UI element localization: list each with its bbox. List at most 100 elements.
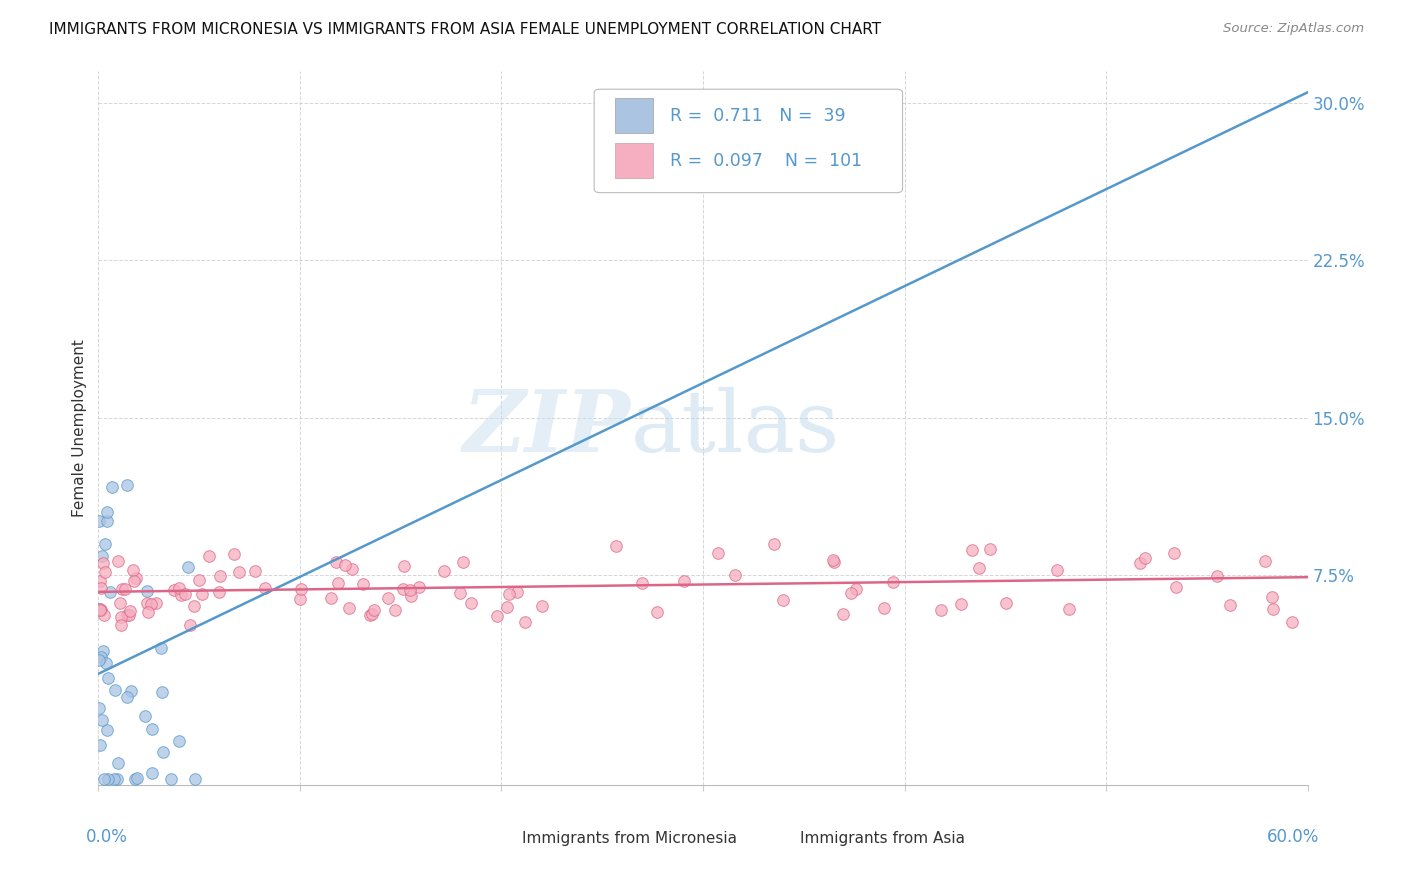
Point bbox=[1129, 557, 1152, 571]
Text: ZIP: ZIP bbox=[463, 386, 630, 470]
Point bbox=[150, 684, 173, 698]
Point bbox=[110, 610, 132, 624]
Point bbox=[90, 549, 112, 564]
Point bbox=[979, 541, 1001, 556]
Point bbox=[90, 603, 112, 617]
Point bbox=[513, 615, 536, 630]
Point bbox=[93, 607, 115, 622]
Point bbox=[118, 604, 141, 618]
Point bbox=[339, 601, 361, 615]
Point bbox=[486, 609, 509, 624]
FancyBboxPatch shape bbox=[758, 825, 792, 852]
Point bbox=[325, 555, 347, 569]
Point bbox=[929, 603, 952, 617]
Point bbox=[107, 554, 129, 568]
Point bbox=[384, 603, 406, 617]
Point bbox=[823, 555, 845, 569]
Point bbox=[1219, 598, 1241, 612]
Point bbox=[994, 596, 1017, 610]
Point bbox=[141, 766, 163, 780]
Text: 0.0%: 0.0% bbox=[86, 828, 128, 846]
Point bbox=[967, 560, 990, 574]
Point bbox=[1263, 602, 1285, 616]
Text: IMMIGRANTS FROM MICRONESIA VS IMMIGRANTS FROM ASIA FEMALE UNEMPLOYMENT CORRELATI: IMMIGRANTS FROM MICRONESIA VS IMMIGRANTS… bbox=[49, 22, 882, 37]
Point bbox=[882, 574, 904, 589]
Point bbox=[222, 547, 245, 561]
Point bbox=[290, 582, 312, 596]
Point bbox=[363, 603, 385, 617]
Point bbox=[832, 607, 855, 621]
Point bbox=[125, 571, 148, 585]
Y-axis label: Female Unemployment: Female Unemployment bbox=[72, 339, 87, 517]
Point bbox=[1163, 546, 1185, 560]
Point bbox=[1205, 569, 1227, 583]
Point bbox=[408, 580, 430, 594]
Point bbox=[352, 577, 374, 591]
Point bbox=[328, 576, 350, 591]
Point bbox=[723, 568, 745, 582]
Point bbox=[136, 606, 159, 620]
Point bbox=[107, 756, 129, 770]
Point bbox=[98, 585, 121, 599]
Point bbox=[772, 592, 794, 607]
Point bbox=[145, 596, 167, 610]
Point bbox=[139, 597, 162, 611]
Point bbox=[110, 618, 132, 632]
Point bbox=[96, 504, 118, 518]
Point bbox=[183, 599, 205, 613]
Point bbox=[97, 772, 120, 786]
Text: R =  0.711   N =  39: R = 0.711 N = 39 bbox=[671, 107, 846, 125]
Point bbox=[121, 563, 143, 577]
FancyBboxPatch shape bbox=[614, 144, 654, 178]
Point bbox=[530, 599, 553, 613]
Point bbox=[605, 539, 627, 553]
Point bbox=[335, 558, 357, 573]
Point bbox=[127, 771, 149, 785]
Point bbox=[91, 644, 114, 658]
Point bbox=[360, 607, 382, 621]
Point bbox=[90, 649, 112, 664]
Text: Source: ZipAtlas.com: Source: ZipAtlas.com bbox=[1223, 22, 1364, 36]
Point bbox=[134, 709, 156, 723]
Text: R =  0.097    N =  101: R = 0.097 N = 101 bbox=[671, 152, 862, 169]
Point bbox=[198, 549, 221, 564]
Point bbox=[1281, 615, 1303, 629]
Point bbox=[94, 657, 117, 671]
Point bbox=[91, 713, 114, 727]
Point bbox=[117, 690, 139, 705]
Point bbox=[673, 574, 696, 588]
Point bbox=[245, 564, 267, 578]
Point bbox=[152, 745, 174, 759]
Point bbox=[179, 617, 201, 632]
Point bbox=[89, 700, 111, 714]
Point bbox=[706, 545, 728, 559]
Point bbox=[1166, 580, 1188, 594]
Point bbox=[94, 565, 117, 579]
Point bbox=[89, 514, 111, 528]
Point bbox=[183, 772, 205, 786]
Point bbox=[451, 555, 474, 569]
Point bbox=[118, 608, 141, 623]
Point bbox=[496, 599, 519, 614]
FancyBboxPatch shape bbox=[479, 825, 513, 852]
Point bbox=[506, 585, 529, 599]
Point bbox=[136, 584, 159, 599]
Point bbox=[96, 515, 118, 529]
Point bbox=[177, 559, 200, 574]
Point bbox=[94, 537, 117, 551]
Point bbox=[401, 589, 423, 603]
Point bbox=[114, 582, 136, 596]
Point bbox=[645, 605, 668, 619]
Point bbox=[340, 562, 363, 576]
Point bbox=[110, 596, 132, 610]
Point bbox=[117, 478, 139, 492]
Point bbox=[170, 588, 193, 602]
Point bbox=[104, 682, 127, 697]
Point bbox=[163, 582, 186, 597]
Point bbox=[208, 585, 231, 599]
Point bbox=[631, 575, 654, 590]
Point bbox=[433, 565, 456, 579]
Point bbox=[91, 556, 114, 570]
Point bbox=[962, 542, 984, 557]
Point bbox=[398, 582, 420, 597]
